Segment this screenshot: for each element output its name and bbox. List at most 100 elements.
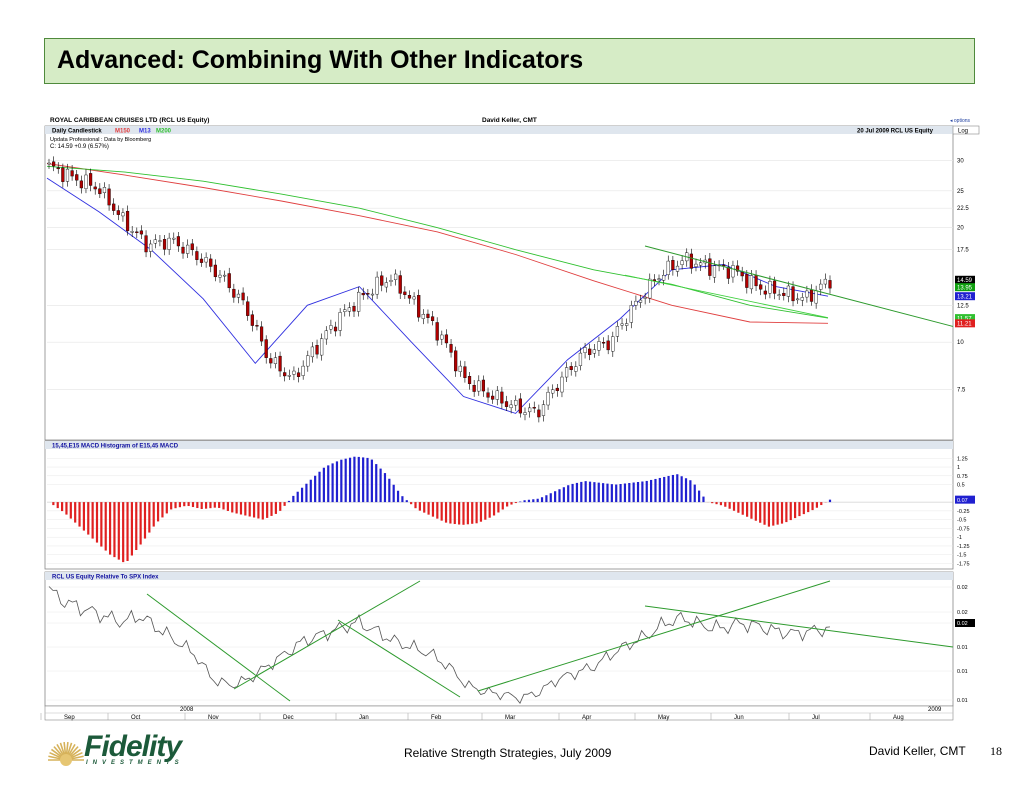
candle-body (722, 264, 726, 267)
chart-author-label: David Keller, CMT (482, 117, 537, 124)
candle-body (306, 355, 310, 367)
candle-body (366, 293, 370, 295)
logo-sunburst-icon (48, 742, 84, 766)
rs-line (48, 586, 831, 704)
slide-title: Advanced: Combining With Other Indicator… (57, 46, 584, 74)
price-tick-label: 12.5 (957, 303, 969, 309)
macd-last-label: 0.07 (957, 498, 968, 504)
rs-trendlines (146, 580, 954, 702)
candle-body (463, 366, 467, 378)
candle-body (361, 293, 365, 296)
macd-tick-label: -0.25 (957, 509, 970, 515)
footer-author: David Keller, CMT (869, 744, 966, 758)
macd-tick-label: -0.5 (957, 518, 966, 524)
macd-tick-label: 1 (957, 465, 960, 471)
candle-body (652, 279, 656, 282)
candle-body (574, 366, 578, 372)
candle-body (70, 170, 74, 177)
rs-title: RCL US Equity Relative To SPX Index (52, 575, 159, 581)
x-axis: Sep Oct Nov Dec Jan Feb Mar Apr May Jun Jul Aug 2008… (40, 707, 953, 721)
macd-tick-label: -1 (957, 535, 962, 541)
candle-body (333, 326, 338, 332)
ma-line-m150 (46, 163, 829, 324)
candle-body (172, 237, 176, 240)
rs-trendline-3 (337, 619, 461, 698)
candle-body (662, 274, 666, 281)
candle-body (158, 240, 162, 242)
candle-body (634, 300, 638, 306)
candle-body (407, 295, 412, 299)
candle-body (324, 330, 328, 340)
candle-body (102, 187, 107, 194)
price-tick-label: 10 (957, 340, 964, 346)
candle-body (153, 239, 157, 244)
candle-body (620, 323, 624, 326)
candle-body (112, 203, 116, 211)
candle-body (195, 251, 199, 260)
rs-last-tag (955, 619, 975, 627)
candle-body (606, 340, 610, 351)
x-tick-label: Apr (582, 715, 591, 721)
candle-body (569, 366, 573, 370)
candle-body (440, 334, 444, 340)
price-tag (955, 314, 975, 323)
candle-body (541, 404, 546, 416)
slide-title-box: Advanced: Combining With Other Indicator… (44, 38, 975, 84)
legend-m13: M13 (139, 129, 151, 135)
candle-body (731, 265, 735, 278)
candle-body (666, 260, 670, 275)
price-tick-label: 17.5 (957, 248, 969, 254)
price-trendline-lower (624, 274, 829, 319)
candle-body (754, 275, 758, 287)
candle-body (657, 278, 661, 280)
candle-body (555, 387, 559, 392)
candle-body (486, 392, 490, 398)
price-tick-label: 25 (957, 189, 964, 195)
candle-body (625, 323, 629, 326)
candle-body (796, 298, 800, 301)
chart-options-link[interactable]: ◂ options (950, 118, 971, 124)
candle-body (699, 262, 703, 266)
candle-body (828, 280, 832, 289)
x-tick-label: Jun (734, 715, 744, 721)
candle-body (823, 278, 827, 285)
candle-body (444, 334, 449, 344)
candle-body (79, 180, 83, 189)
candle-body (283, 372, 287, 377)
candle-body (329, 325, 333, 330)
price-tag (955, 292, 975, 301)
candle-body (144, 235, 148, 253)
candle-body (125, 210, 130, 232)
candle-body (523, 412, 527, 415)
price-tick-label: 7.5 (957, 388, 966, 394)
candle-body (495, 390, 499, 400)
chart-type-label: Daily Candlestick (52, 129, 102, 135)
ma-line-m13 (46, 177, 829, 414)
candle-body (389, 280, 393, 282)
candle-body (564, 367, 569, 378)
candle-body (227, 273, 231, 289)
log-scale-toggle[interactable] (952, 125, 980, 135)
candle-body (759, 284, 763, 290)
x-tick-label: Mar (505, 715, 515, 721)
candle-body (768, 281, 772, 294)
candle-body (213, 264, 217, 278)
candle-body (671, 260, 675, 270)
candle-body (504, 401, 509, 407)
x-tick-label: Sep (64, 715, 75, 721)
candle-body (745, 274, 749, 288)
candle-body (615, 326, 620, 337)
candle-body (537, 409, 541, 418)
price-tag (955, 283, 975, 292)
candle-body (223, 274, 227, 277)
x-year-label: 2008 (180, 707, 194, 713)
price-trendline-upper (644, 245, 954, 327)
candle-body (777, 294, 781, 296)
candle-body (467, 376, 472, 384)
candle-body (472, 385, 476, 392)
macd-histogram (52, 456, 832, 563)
candle-body (107, 188, 111, 206)
rs-tick-label: 0.02 (957, 610, 968, 616)
candle-body (301, 365, 305, 376)
